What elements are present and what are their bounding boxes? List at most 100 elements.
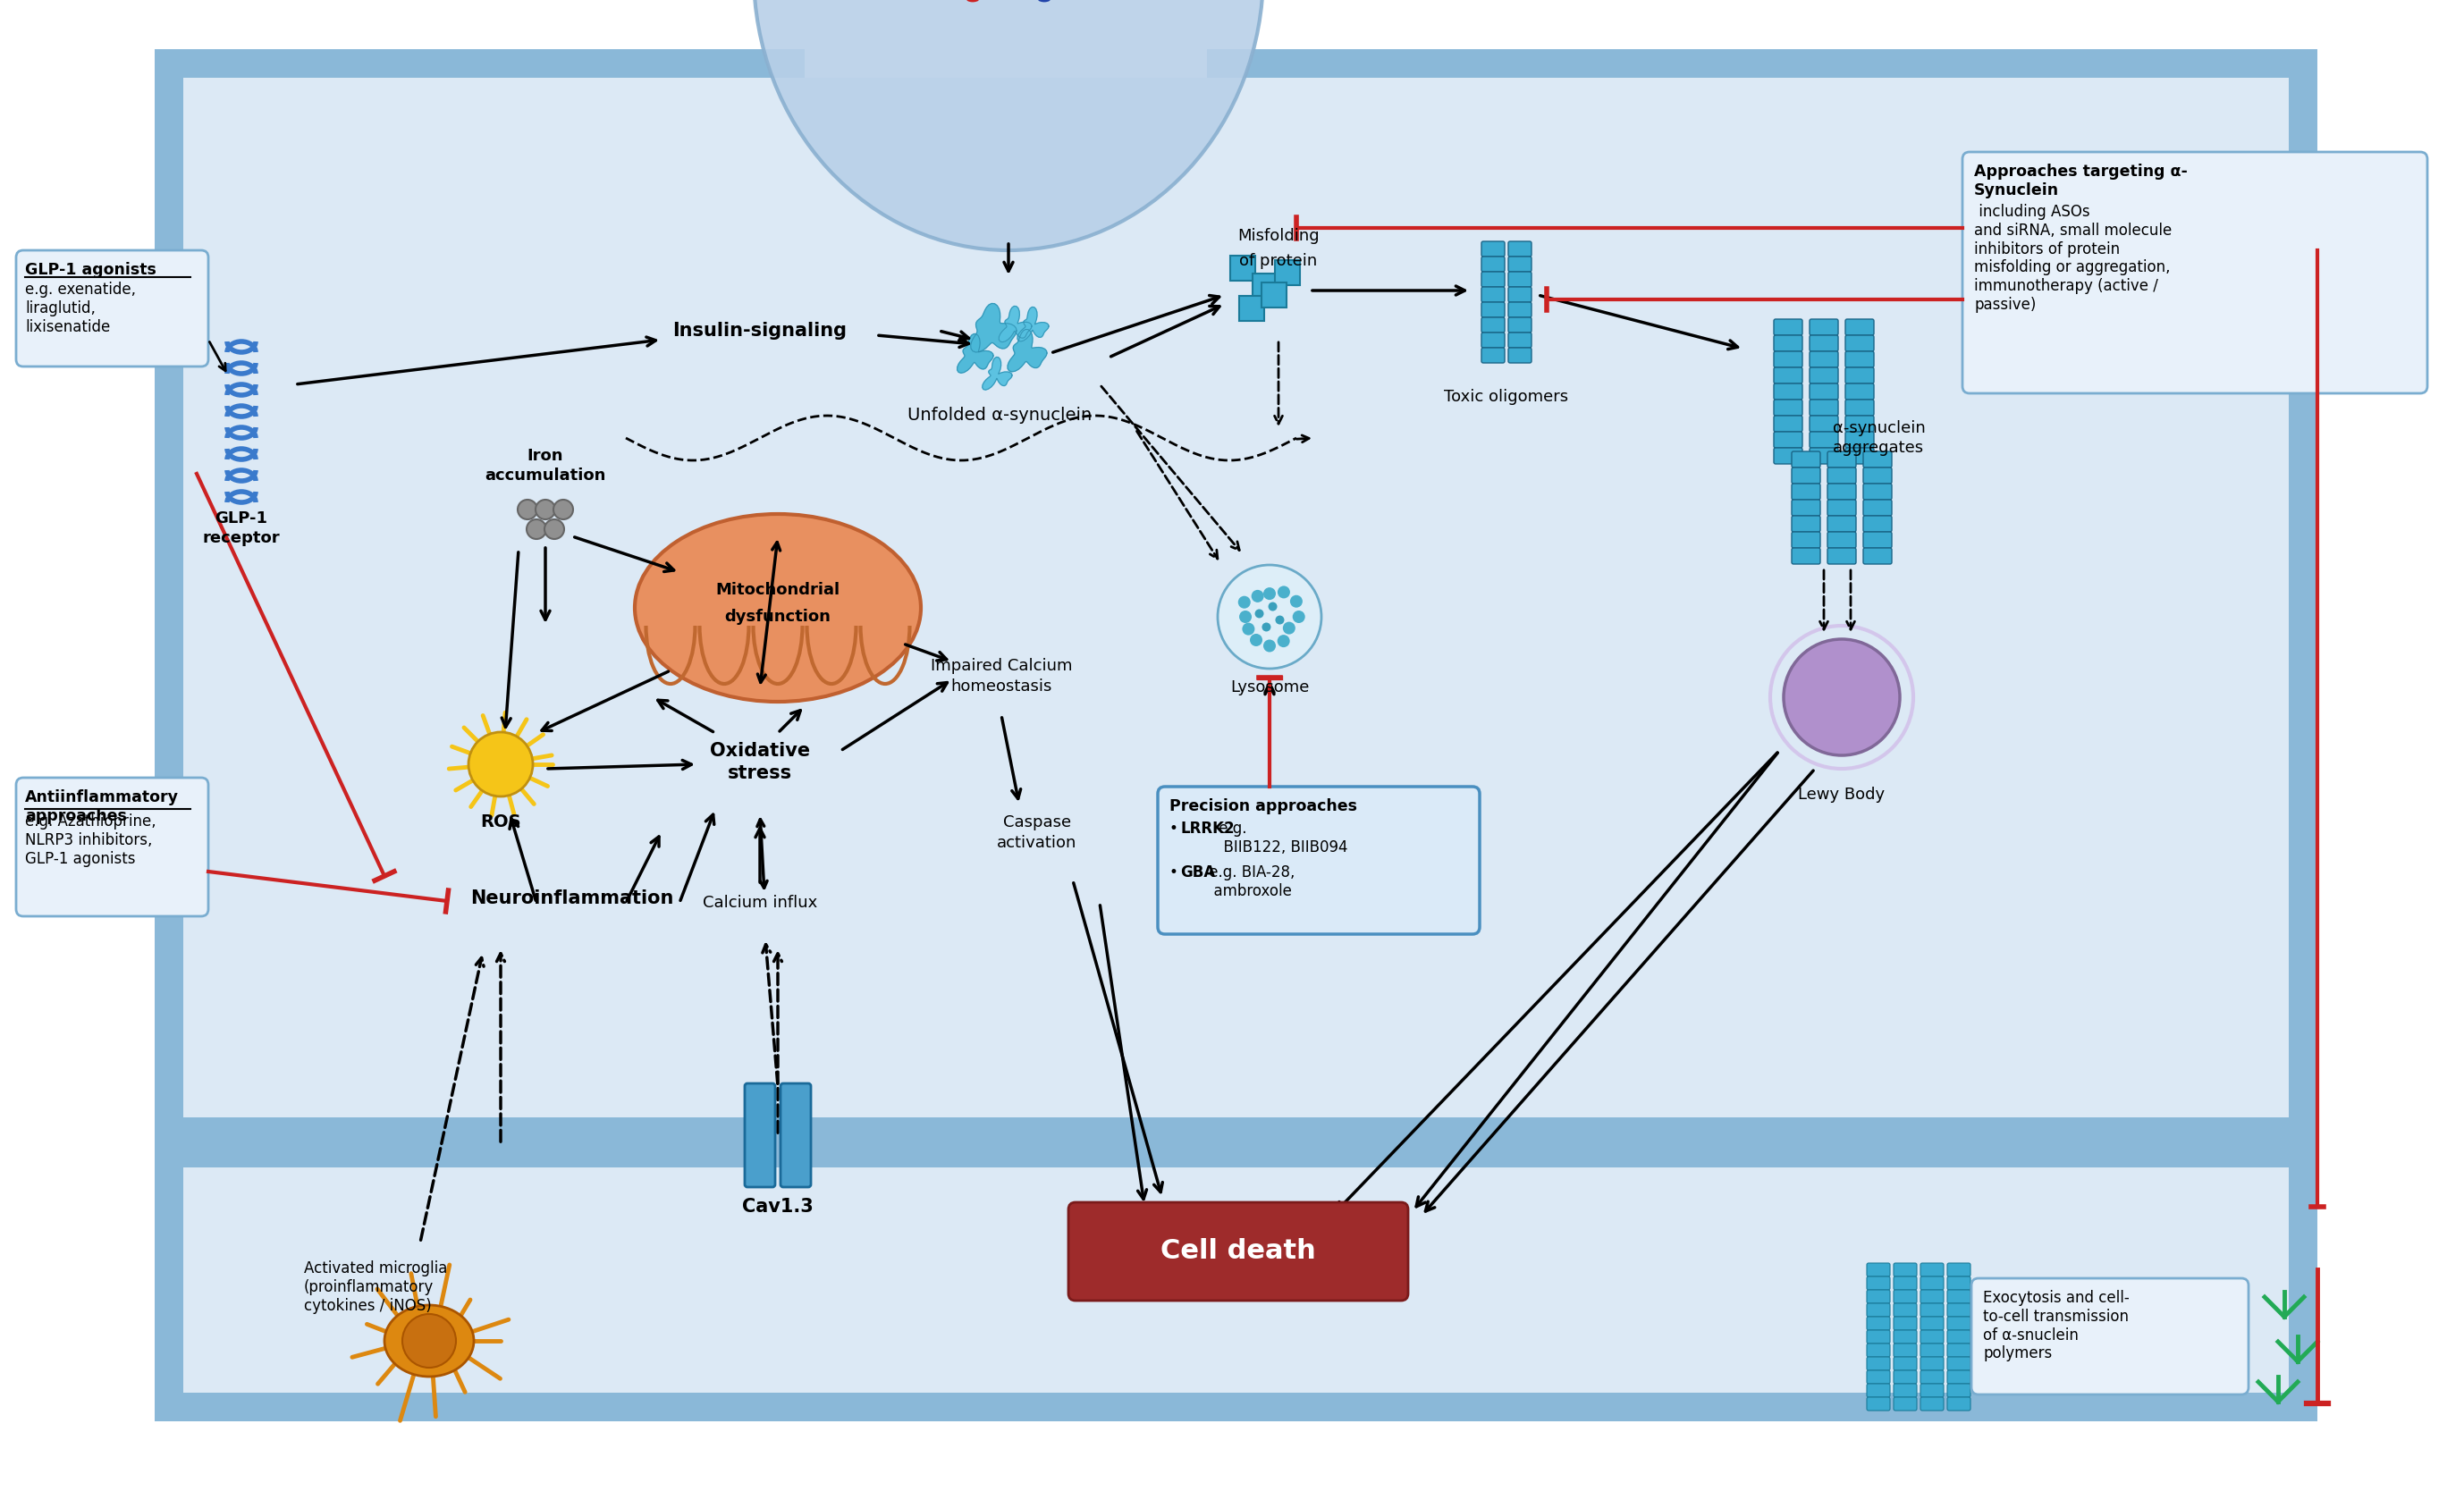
Circle shape	[1784, 639, 1900, 756]
Text: Caspase: Caspase	[1003, 814, 1072, 831]
Bar	[155, 50, 806, 78]
FancyBboxPatch shape	[1868, 1330, 1890, 1344]
Circle shape	[1276, 587, 1291, 599]
Text: α-synuclein
aggregates: α-synuclein aggregates	[1833, 421, 1924, 455]
FancyBboxPatch shape	[1919, 1330, 1944, 1344]
Text: stress: stress	[727, 765, 793, 783]
FancyBboxPatch shape	[1846, 335, 1875, 351]
Text: activation: activation	[998, 835, 1077, 851]
Circle shape	[517, 499, 537, 519]
FancyBboxPatch shape	[1828, 451, 1855, 467]
Circle shape	[1264, 639, 1276, 651]
FancyBboxPatch shape	[1895, 1357, 1917, 1371]
FancyBboxPatch shape	[1791, 499, 1821, 516]
FancyBboxPatch shape	[1947, 1330, 1971, 1344]
Text: Approaches targeting α-
Synuclein: Approaches targeting α- Synuclein	[1974, 163, 2188, 198]
Text: GLP-1 agonists: GLP-1 agonists	[25, 262, 155, 277]
Bar	[1239, 296, 1264, 321]
FancyBboxPatch shape	[1774, 335, 1801, 351]
Text: homeostasis: homeostasis	[951, 679, 1052, 695]
FancyBboxPatch shape	[1809, 368, 1838, 383]
FancyBboxPatch shape	[1919, 1344, 1944, 1357]
FancyBboxPatch shape	[1809, 431, 1838, 448]
Text: LRRK2: LRRK2	[1180, 820, 1234, 837]
FancyBboxPatch shape	[1961, 152, 2427, 394]
FancyBboxPatch shape	[1846, 383, 1875, 400]
FancyBboxPatch shape	[1481, 317, 1506, 333]
FancyBboxPatch shape	[1828, 532, 1855, 547]
FancyBboxPatch shape	[1919, 1264, 1944, 1276]
FancyBboxPatch shape	[1508, 287, 1533, 302]
FancyBboxPatch shape	[1828, 547, 1855, 564]
FancyBboxPatch shape	[1919, 1316, 1944, 1330]
FancyBboxPatch shape	[1868, 1357, 1890, 1371]
FancyBboxPatch shape	[1809, 400, 1838, 416]
FancyBboxPatch shape	[1919, 1384, 1944, 1396]
FancyBboxPatch shape	[781, 1083, 811, 1187]
FancyBboxPatch shape	[1868, 1264, 1890, 1276]
FancyBboxPatch shape	[1809, 448, 1838, 464]
FancyBboxPatch shape	[1947, 1344, 1971, 1357]
FancyBboxPatch shape	[1508, 256, 1533, 271]
FancyBboxPatch shape	[1863, 532, 1892, 547]
FancyBboxPatch shape	[1791, 547, 1821, 564]
FancyBboxPatch shape	[1947, 1316, 1971, 1330]
FancyBboxPatch shape	[1809, 320, 1838, 335]
Text: Lysosome: Lysosome	[1230, 680, 1308, 695]
Text: Calcium influx: Calcium influx	[702, 894, 818, 911]
Ellipse shape	[636, 514, 922, 701]
Bar	[1252, 273, 1279, 299]
FancyBboxPatch shape	[1846, 431, 1875, 448]
FancyBboxPatch shape	[1947, 1264, 1971, 1276]
Circle shape	[1262, 623, 1271, 632]
Circle shape	[1242, 623, 1254, 635]
FancyBboxPatch shape	[1508, 333, 1533, 348]
FancyBboxPatch shape	[1895, 1330, 1917, 1344]
Text: e.g. exenatide,
liraglutid,
lixisenatide: e.g. exenatide, liraglutid, lixisenatide	[25, 282, 136, 335]
FancyBboxPatch shape	[1481, 287, 1506, 302]
FancyBboxPatch shape	[1846, 320, 1875, 335]
FancyBboxPatch shape	[1846, 416, 1875, 431]
FancyBboxPatch shape	[1863, 467, 1892, 484]
Text: Impaired Calcium: Impaired Calcium	[931, 657, 1072, 674]
Circle shape	[1276, 635, 1289, 647]
FancyBboxPatch shape	[1895, 1264, 1917, 1276]
Circle shape	[1237, 596, 1252, 608]
FancyBboxPatch shape	[1809, 383, 1838, 400]
Bar	[1230, 256, 1254, 280]
FancyBboxPatch shape	[1508, 317, 1533, 333]
FancyBboxPatch shape	[1481, 271, 1506, 287]
Circle shape	[1284, 621, 1296, 635]
Text: Precision approaches: Precision approaches	[1170, 798, 1358, 814]
FancyBboxPatch shape	[1895, 1396, 1917, 1410]
FancyBboxPatch shape	[1919, 1289, 1944, 1303]
FancyBboxPatch shape	[1863, 516, 1892, 532]
FancyBboxPatch shape	[1895, 1316, 1917, 1330]
FancyBboxPatch shape	[1481, 241, 1506, 256]
FancyBboxPatch shape	[1809, 416, 1838, 431]
Circle shape	[535, 499, 554, 519]
Text: Oxidative: Oxidative	[710, 742, 811, 760]
FancyBboxPatch shape	[1481, 256, 1506, 271]
Circle shape	[1264, 588, 1276, 600]
FancyBboxPatch shape	[1895, 1384, 1917, 1396]
FancyBboxPatch shape	[1828, 484, 1855, 499]
FancyBboxPatch shape	[1481, 302, 1506, 317]
FancyBboxPatch shape	[1868, 1371, 1890, 1384]
FancyBboxPatch shape	[1919, 1276, 1944, 1289]
FancyBboxPatch shape	[1846, 351, 1875, 368]
FancyBboxPatch shape	[1508, 348, 1533, 363]
Ellipse shape	[384, 1304, 473, 1377]
Circle shape	[1276, 615, 1284, 624]
Text: Cav1.3: Cav1.3	[742, 1197, 813, 1215]
Bar	[182, 78, 2289, 1393]
Circle shape	[1269, 602, 1276, 611]
FancyBboxPatch shape	[1158, 787, 1481, 933]
Bar	[155, 1393, 2316, 1422]
Text: Cell death: Cell death	[1161, 1238, 1316, 1264]
FancyBboxPatch shape	[1774, 431, 1801, 448]
FancyBboxPatch shape	[1971, 1279, 2250, 1395]
Text: GLP-1: GLP-1	[214, 510, 269, 526]
FancyBboxPatch shape	[1774, 351, 1801, 368]
Text: Mitochondrial: Mitochondrial	[715, 582, 840, 599]
